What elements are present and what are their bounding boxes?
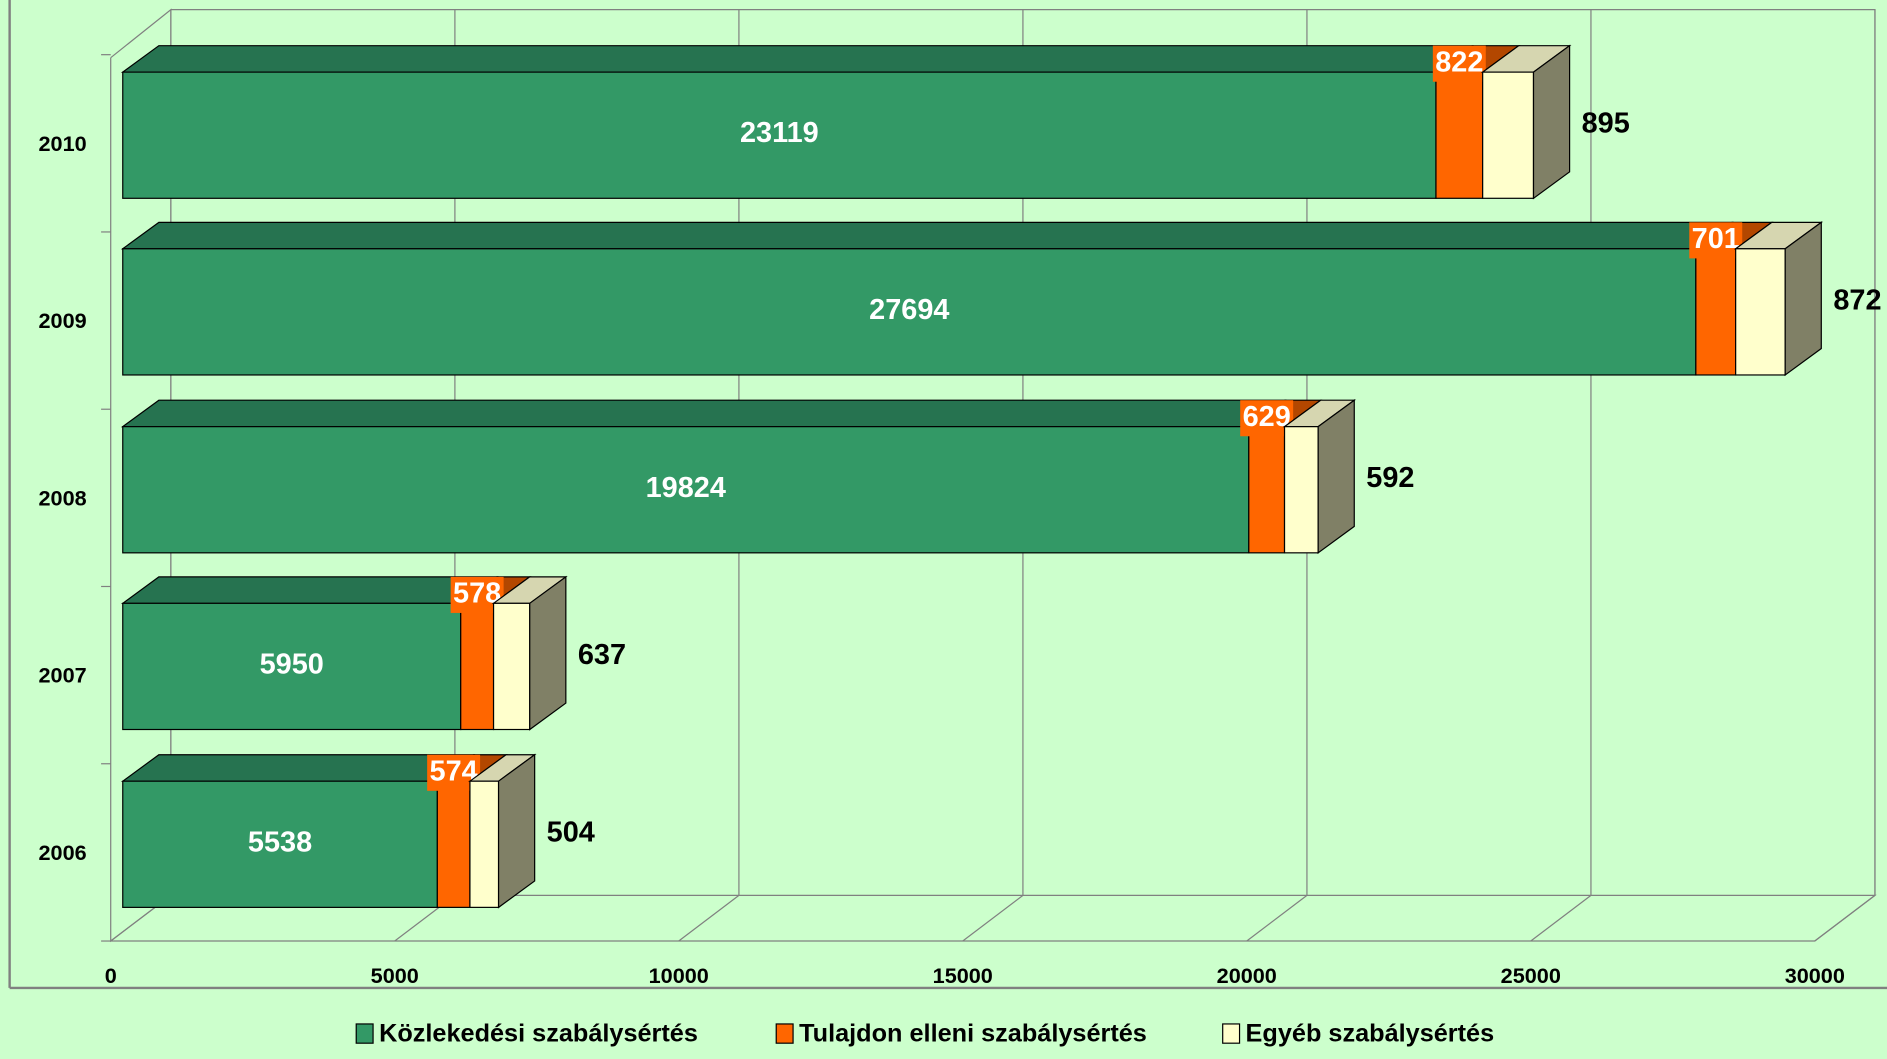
bar-side: [1784, 221, 1822, 377]
x-tick: [962, 894, 1024, 942]
bar-side: [529, 575, 567, 731]
data-label: 637: [578, 639, 626, 671]
legend-label: Egyéb szabálysértés: [1246, 1019, 1495, 1047]
data-label: 5950: [260, 648, 324, 680]
data-label: 5538: [248, 826, 312, 858]
legend-swatch: [775, 1023, 794, 1044]
legend-label: Tulajdon elleni szabálysértés: [799, 1019, 1147, 1047]
data-label: 872: [1833, 284, 1881, 316]
data-label: 19824: [646, 472, 726, 504]
x-tick-label: 30000: [1785, 963, 1845, 988]
y-tick-label: 2007: [39, 662, 87, 687]
bar: [122, 71, 1437, 199]
y-tick-label: 2006: [39, 840, 87, 865]
bar-top: [120, 576, 499, 604]
bar: [122, 602, 462, 731]
data-label: 592: [1366, 462, 1414, 494]
data-label-box: [1432, 45, 1486, 82]
x-tick-label: 25000: [1501, 963, 1561, 988]
bar: [1695, 248, 1737, 376]
y-tick-label: 2008: [39, 486, 87, 511]
x-tick-label: 0: [105, 963, 117, 988]
bar: [122, 248, 1697, 376]
bar: [1283, 426, 1319, 554]
bar: [122, 780, 438, 908]
legend-swatch: [1222, 1023, 1241, 1044]
bar-side: [497, 753, 536, 909]
x-tick: [1814, 894, 1876, 942]
legend-label: Közlekedési szabálysértés: [379, 1019, 698, 1047]
bar: [460, 602, 495, 731]
bar: [469, 780, 500, 908]
bar-side: [1317, 399, 1355, 555]
bar-side: [1532, 44, 1571, 200]
bar-top: [120, 45, 1474, 73]
bar: [1435, 71, 1484, 199]
bar: [1248, 426, 1286, 554]
data-label: 895: [1582, 108, 1630, 140]
data-label: 27694: [869, 294, 949, 326]
x-tick: [1530, 894, 1592, 942]
bar: [436, 780, 471, 908]
bar-top: [120, 399, 1287, 428]
x-tick-label: 10000: [649, 963, 709, 988]
data-label: 629: [1243, 401, 1291, 433]
data-label: 822: [1435, 46, 1483, 78]
bar: [492, 602, 531, 731]
legend-swatch: [355, 1023, 374, 1044]
x-tick-label: 20000: [1217, 963, 1277, 988]
data-label: 701: [1692, 223, 1740, 255]
x-tick-label: 5000: [371, 963, 419, 988]
x-tick: [1246, 894, 1308, 942]
x-tick: [678, 894, 740, 942]
bar: [1735, 248, 1786, 376]
data-label-box: [1689, 222, 1743, 259]
y-tick-label: 2009: [39, 308, 87, 333]
y-tick-label: 2010: [39, 131, 87, 156]
bar: [1482, 71, 1535, 199]
data-label: 504: [547, 817, 595, 849]
bar-top: [120, 221, 1734, 250]
bar-top: [120, 754, 476, 782]
x-tick-label: 15000: [933, 963, 993, 988]
data-label: 23119: [740, 117, 819, 149]
